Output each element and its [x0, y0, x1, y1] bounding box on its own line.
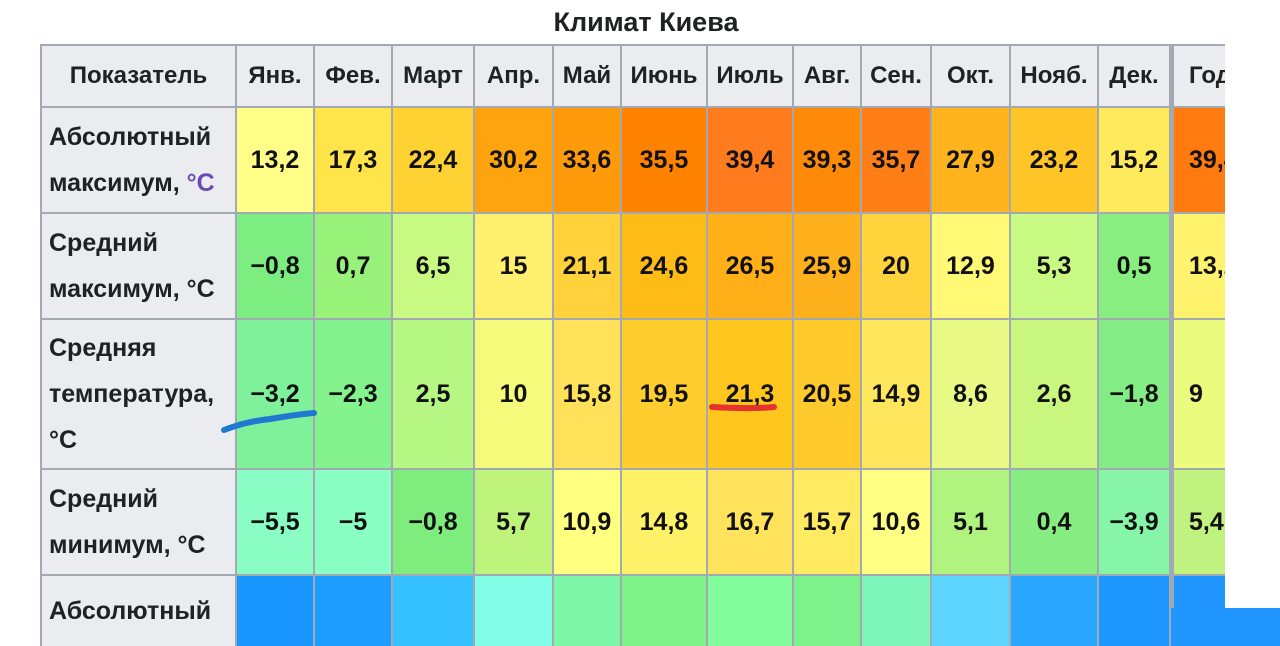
table-cell: −0,8	[393, 470, 475, 576]
table-cell: 6,5	[393, 214, 475, 320]
table-cell: 0,5	[1099, 214, 1171, 320]
table-cell: 0,4	[1011, 470, 1099, 576]
table-cell: 10	[475, 320, 554, 470]
column-header: Сен.	[862, 46, 932, 108]
column-header: Май	[554, 46, 622, 108]
table-cell: 15	[475, 214, 554, 320]
table-cell: 26,5	[708, 214, 794, 320]
row-header: Средняя температура, °C	[42, 320, 237, 470]
row-header: Средний максимум, °C	[42, 214, 237, 320]
row-header-unit: °C	[49, 426, 78, 454]
table-cell: 25,9	[794, 214, 862, 320]
table-cell: 23,2	[1011, 108, 1099, 214]
row-header-line2: максимум,	[49, 275, 180, 303]
table-cell: −5,5	[237, 470, 315, 576]
table-cell	[237, 576, 315, 646]
table-cell	[622, 576, 708, 646]
table-cell: 12,9	[932, 214, 1011, 320]
row-header-line1: Абсолютный	[49, 123, 212, 151]
table-cell	[393, 576, 475, 646]
row-header-line1: Средний	[49, 229, 158, 257]
column-header: Окт.	[932, 46, 1011, 108]
row-header-line1: Средний	[49, 485, 158, 513]
table-cell: 20,5	[794, 320, 862, 470]
table-cell	[554, 576, 622, 646]
table-cell: 5,7	[475, 470, 554, 576]
table-cell: 33,6	[554, 108, 622, 214]
table-cell: 22,4	[393, 108, 475, 214]
table-cell: 21,3	[708, 320, 794, 470]
table-cell: 30,2	[475, 108, 554, 214]
table-cell	[315, 576, 393, 646]
table-cell	[794, 576, 862, 646]
table-cell: 27,9	[932, 108, 1011, 214]
table-cell: 10,9	[554, 470, 622, 576]
table-cell: 10,6	[862, 470, 932, 576]
table-cell: 19,5	[622, 320, 708, 470]
table-cell: 15,2	[1099, 108, 1171, 214]
column-header: Фев.	[315, 46, 393, 108]
column-header: Авг.	[794, 46, 862, 108]
table-cell	[932, 576, 1011, 646]
table-cell	[1011, 576, 1099, 646]
row-header: Абсолютный максимум, °C	[42, 108, 237, 214]
table-cell: 35,5	[622, 108, 708, 214]
table-cell: 2,6	[1011, 320, 1099, 470]
column-header: Март	[393, 46, 475, 108]
table-cell: 24,6	[622, 214, 708, 320]
table-cell: 14,9	[862, 320, 932, 470]
table-cell: 5,1	[932, 470, 1011, 576]
table-cell: 0,7	[315, 214, 393, 320]
table-title: Климат Киева	[553, 7, 739, 37]
table-cell: 14,8	[622, 470, 708, 576]
row-header: Средний минимум, °C	[42, 470, 237, 576]
table-cell: 13,2	[237, 108, 315, 214]
table-cell: 5,3	[1011, 214, 1099, 320]
table-cell: 15,7	[794, 470, 862, 576]
table-cell	[475, 576, 554, 646]
row-header-line1: Средняя	[49, 334, 157, 362]
row-header-line1: Абсолютный	[49, 597, 212, 625]
table-cell: 17,3	[315, 108, 393, 214]
column-header: Июнь	[622, 46, 708, 108]
column-header: Показатель	[42, 46, 237, 108]
table-cell: 8,6	[932, 320, 1011, 470]
climate-table: Показатель Янв. Фев. Март Апр. Май Июнь Июль Авг…	[40, 44, 1280, 646]
row-header-unit: °C	[186, 169, 215, 197]
table-cell: 21,1	[554, 214, 622, 320]
table-cell	[862, 576, 932, 646]
table-cell: 39,4	[708, 108, 794, 214]
column-header: Нояб.	[1011, 46, 1099, 108]
column-header: Апр.	[475, 46, 554, 108]
table-cell	[708, 576, 794, 646]
table-cell: 20	[862, 214, 932, 320]
row-header-line2: минимум,	[49, 531, 171, 559]
table-cell: 16,7	[708, 470, 794, 576]
column-header: Янв.	[237, 46, 315, 108]
table-cell: −1,8	[1099, 320, 1171, 470]
table-cell: −5	[315, 470, 393, 576]
column-header: Дек.	[1099, 46, 1171, 108]
table-cell: 39,3	[794, 108, 862, 214]
row-header-line2: максимум,	[49, 169, 180, 197]
page-edge	[1225, 0, 1280, 608]
table-cell: −3,9	[1099, 470, 1171, 576]
table-cell: 2,5	[393, 320, 475, 470]
column-header: Июль	[708, 46, 794, 108]
table-cell	[1099, 576, 1171, 646]
row-header-unit: °C	[186, 275, 215, 303]
table-cell: 35,7	[862, 108, 932, 214]
table-cell: −0,8	[237, 214, 315, 320]
table-cell: −3,2	[237, 320, 315, 470]
row-header-line2: температура,	[49, 380, 215, 408]
table-cell: −2,3	[315, 320, 393, 470]
row-header-unit: °C	[177, 531, 206, 559]
table-cell: 15,8	[554, 320, 622, 470]
year-column-divider	[1169, 44, 1174, 608]
row-header: Абсолютный	[42, 576, 237, 646]
